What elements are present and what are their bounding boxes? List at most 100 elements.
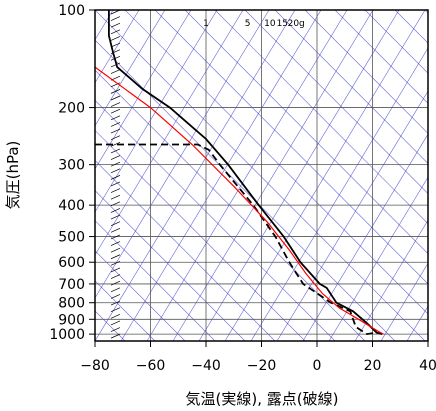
isotherm-line (146, 10, 348, 341)
x-tick-label: −80 (80, 358, 110, 374)
adiabat-line (214, 10, 428, 225)
series-layer (95, 10, 384, 336)
adiabat-line (274, 10, 428, 164)
wind-barb (110, 287, 121, 293)
x-tick-label: 20 (364, 358, 382, 374)
wind-barb (110, 161, 121, 167)
adiabat-line (95, 280, 156, 341)
isotherm-line (95, 10, 192, 170)
wind-barb (110, 208, 121, 213)
wind-barb (110, 135, 121, 141)
mixing-ratio-label: 10 (264, 19, 276, 29)
y-tick-label: 600 (58, 255, 85, 271)
wind-barb (110, 294, 121, 299)
adiabat-line (244, 10, 428, 194)
x-tick-label: 40 (419, 358, 436, 374)
isotherm-line (380, 262, 428, 341)
adiabat-line (124, 10, 428, 315)
wind-barb (110, 36, 121, 41)
x-tick-layer: −80 −60 −40 −20 0 20 40 (80, 341, 436, 374)
wind-barb (110, 108, 121, 114)
wind-barb (110, 241, 121, 246)
wind-barb (110, 307, 121, 312)
parcel-line (95, 66, 384, 335)
isotherm-line (302, 133, 428, 341)
wind-barb (110, 201, 121, 207)
mixing-ratio-label: 5 (245, 19, 251, 29)
wind-barb (110, 234, 121, 240)
wind-barb (110, 247, 121, 253)
wind-barb (110, 82, 121, 88)
wind-barb (110, 141, 121, 147)
isotherm-line (328, 176, 428, 341)
wind-barb (110, 69, 121, 74)
mixing-ratio-label: 15 (277, 19, 288, 29)
wind-barb-layer (110, 10, 121, 339)
isotherm-line (250, 47, 428, 341)
y-tick-label: 200 (58, 101, 85, 117)
wind-barb (110, 267, 121, 273)
adiabat-line (95, 99, 336, 341)
isotherm-line (354, 219, 428, 341)
isotherm-line (120, 10, 322, 341)
wind-barb (110, 22, 121, 28)
background-line-layer (95, 10, 428, 341)
x-tick-label: −40 (191, 358, 221, 374)
wind-barb (110, 227, 121, 233)
y-tick-label: 400 (58, 198, 85, 214)
adiabat-line (95, 250, 186, 341)
y-tick-label: 800 (58, 296, 85, 312)
adiabat-line (364, 10, 428, 74)
y-tick-label: 900 (58, 312, 85, 328)
y-tick-label: 100 (58, 3, 85, 19)
isotherm-line (198, 10, 400, 341)
wind-barb (110, 188, 121, 193)
y-tick-label: 300 (58, 158, 85, 174)
wind-barb (110, 274, 121, 279)
wind-barb (110, 16, 121, 21)
wind-barb (110, 95, 121, 101)
wind-barb (110, 261, 121, 266)
adiabat-line (95, 190, 246, 341)
adiabat-line (154, 10, 428, 285)
wind-barb (110, 194, 121, 200)
x-tick-label: 0 (313, 358, 322, 374)
adiabat-line (334, 10, 428, 104)
adiabat-line (95, 69, 366, 341)
isotherm-line (95, 10, 270, 299)
wind-barb (110, 62, 121, 68)
wind-barb (110, 313, 121, 319)
wind-barb (110, 155, 121, 160)
wind-barb (110, 327, 121, 332)
wind-barb (110, 122, 121, 127)
wind-barb (110, 221, 121, 226)
y-axis-title: 気圧(hPa) (4, 141, 22, 210)
mixing-ratio-label: 1 (203, 19, 209, 29)
y-tick-label: 1000 (49, 327, 85, 343)
mixing-ratio-label: 20g (288, 19, 305, 29)
grid-layer (95, 10, 428, 341)
wind-barb (110, 128, 121, 134)
dewpoint-line (95, 143, 376, 336)
wind-barb (110, 280, 121, 286)
wind-barb (110, 181, 121, 187)
wind-barb (110, 115, 121, 121)
x-axis-title: 気温(実線), 露点(破線) (186, 390, 339, 408)
wind-barb (110, 214, 121, 220)
y-tick-label: 500 (58, 230, 85, 246)
x-tick-label: −20 (247, 358, 277, 374)
isotherm-line (95, 10, 140, 84)
isotherm-line (224, 10, 426, 341)
wind-barb (110, 254, 121, 260)
wind-barb (110, 102, 121, 107)
mixing-ratio-label-layer: 1 5 10 15 20g (203, 19, 305, 29)
isotherm-line (95, 10, 218, 213)
adiabat-line (95, 160, 276, 341)
wind-barb (110, 333, 121, 339)
adiabat-line (304, 10, 428, 134)
adiabat-line (95, 39, 396, 341)
adiabat-line (95, 10, 426, 341)
isotherm-line (95, 10, 166, 127)
y-tick-label: 700 (58, 277, 85, 293)
